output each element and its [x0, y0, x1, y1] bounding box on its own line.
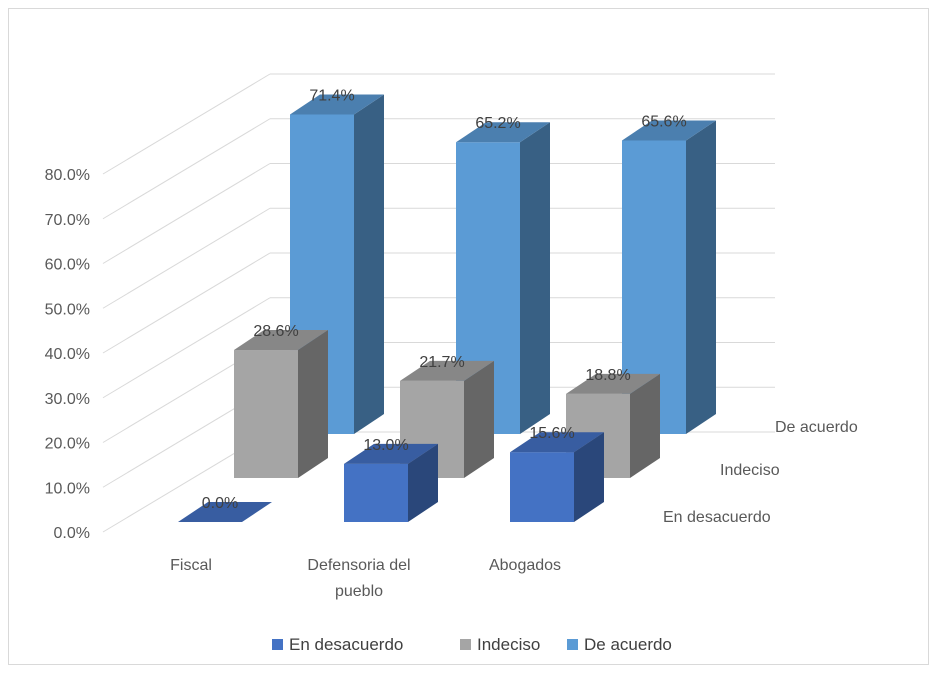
depth-axis-label: Indeciso — [720, 462, 780, 479]
bar-top — [400, 360, 494, 381]
data-label: 18.8% — [585, 367, 630, 384]
gridline-left-wall — [102, 207, 271, 309]
depth-axis-label: De acuerdo — [775, 419, 858, 436]
bar-side — [354, 94, 384, 435]
bar-top — [566, 373, 660, 394]
bar-side — [630, 373, 660, 478]
y-tick-label: 30.0% — [45, 391, 90, 408]
bar-side — [298, 330, 328, 478]
gridline-left-wall — [102, 73, 271, 175]
gridline-left-wall — [102, 163, 271, 264]
y-tick-label: 60.0% — [45, 257, 90, 274]
legend-swatch — [272, 639, 283, 650]
data-label: 65.2% — [475, 115, 520, 132]
x-category-label: Fiscal — [170, 557, 212, 574]
data-label: 71.4% — [309, 87, 354, 104]
bar-top — [510, 432, 604, 453]
bar-side — [408, 443, 438, 522]
legend-label: De acuerdo — [584, 635, 672, 654]
bar-top — [178, 502, 272, 522]
x-category-label: Defensoria del pueblo — [307, 557, 410, 600]
x-category-label-line: pueblo — [335, 583, 383, 600]
bar-front — [510, 452, 574, 522]
bar-top — [456, 122, 550, 143]
y-tick-label: 70.0% — [45, 212, 90, 229]
data-label: 13.0% — [363, 437, 408, 454]
data-label: 21.7% — [419, 354, 464, 371]
bar-side — [686, 120, 716, 434]
depth-axis-label: En desacuerdo — [663, 509, 771, 526]
data-label: 28.6% — [253, 323, 298, 340]
gridline-left-wall — [102, 297, 271, 399]
y-tick-label: 80.0% — [45, 167, 90, 184]
bar-top — [234, 330, 328, 351]
y-tick-label: 20.0% — [45, 436, 90, 453]
bar-front — [344, 463, 408, 522]
legend-swatch — [460, 639, 471, 650]
data-label: 65.6% — [641, 113, 686, 130]
data-label: 0.0% — [202, 495, 238, 512]
y-tick-label: 10.0% — [45, 480, 90, 497]
bar-front — [234, 350, 298, 478]
legend-swatch — [567, 639, 578, 650]
y-tick-label: 50.0% — [45, 301, 90, 318]
legend-label: En desacuerdo — [289, 635, 403, 654]
y-tick-label: 40.0% — [45, 346, 90, 363]
bar-top — [344, 443, 438, 464]
gridline-left-wall — [102, 118, 271, 220]
legend-label: Indeciso — [477, 635, 540, 654]
x-category-label: Abogados — [489, 557, 561, 574]
bar-top — [622, 120, 716, 141]
bar-side — [574, 432, 604, 522]
y-tick-label: 0.0% — [54, 525, 90, 542]
data-label: 15.6% — [529, 425, 574, 442]
x-category-label-line: Defensoria del — [307, 557, 410, 574]
gridline-left-wall — [102, 252, 271, 354]
bar-side — [520, 122, 550, 434]
bar-top — [290, 94, 384, 115]
bar-side — [464, 360, 494, 478]
chart-frame — [8, 8, 929, 665]
